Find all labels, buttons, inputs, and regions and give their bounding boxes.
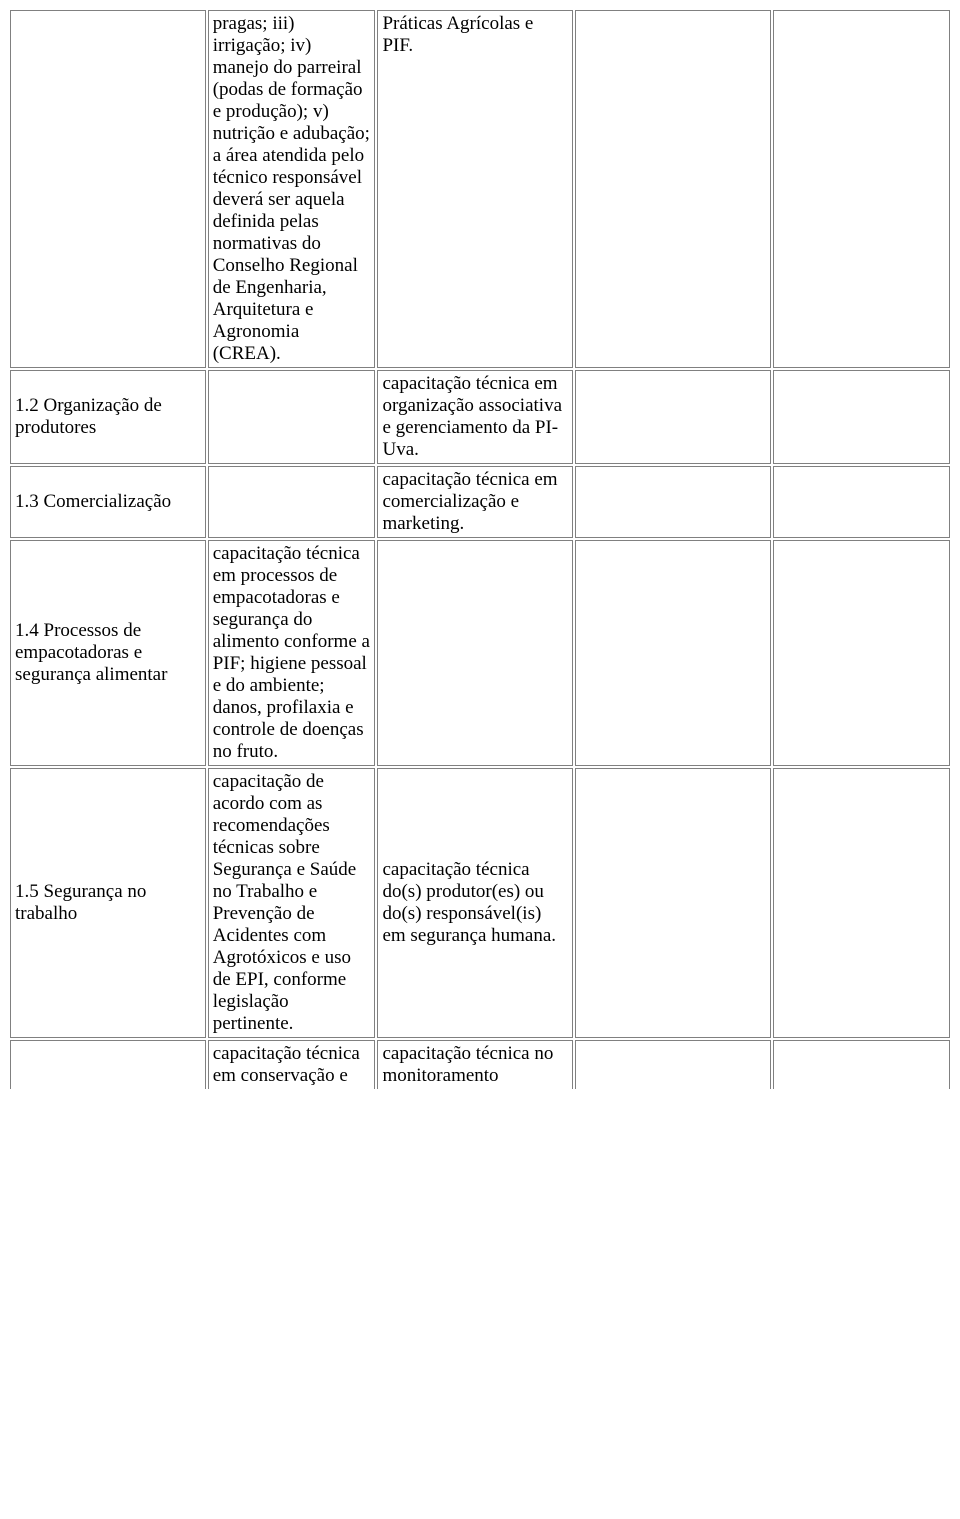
table-cell — [773, 466, 950, 538]
table-cell: capacitação técnica do(s) produtor(es) o… — [377, 768, 573, 1038]
table-cell — [10, 10, 206, 368]
table-cell: Práticas Agrícolas e PIF. — [377, 10, 573, 368]
table-cell — [575, 540, 771, 766]
data-table: pragas; iii) irrigação; iv) manejo do pa… — [8, 8, 952, 1091]
table-body: pragas; iii) irrigação; iv) manejo do pa… — [10, 10, 950, 1089]
table-cell: capacitação técnica em processos de empa… — [208, 540, 376, 766]
table-cell: 1.5 Segurança no trabalho — [10, 768, 206, 1038]
table-cell — [208, 370, 376, 464]
table-cell — [773, 10, 950, 368]
table-row: 1.2 Organização de produtores capacitação… — [10, 370, 950, 464]
table-cell: 1.2 Organização de produtores — [10, 370, 206, 464]
table-cell — [575, 370, 771, 464]
table-cell: capacitação técnica em organização assoc… — [377, 370, 573, 464]
table-cell — [575, 466, 771, 538]
table-cell — [575, 1040, 771, 1089]
table-cell — [208, 466, 376, 538]
table-cell: 1.3 Comercialização — [10, 466, 206, 538]
table-cell — [377, 540, 573, 766]
table-cell — [773, 1040, 950, 1089]
table-cell — [10, 1040, 206, 1089]
table-cell: pragas; iii) irrigação; iv) manejo do pa… — [208, 10, 376, 368]
table-row: 1.5 Segurança no trabalhocapacitação de … — [10, 768, 950, 1038]
table-row: capacitação técnica em conservação ecapa… — [10, 1040, 950, 1089]
table-row: 1.3 Comercialização capacitação técnica e… — [10, 466, 950, 538]
table-row: pragas; iii) irrigação; iv) manejo do pa… — [10, 10, 950, 368]
table-cell — [575, 768, 771, 1038]
table-cell: capacitação de acordo com as recomendaçõ… — [208, 768, 376, 1038]
table-cell: capacitação técnica no monitoramento — [377, 1040, 573, 1089]
table-cell: capacitação técnica em comercialização e… — [377, 466, 573, 538]
table-cell — [773, 768, 950, 1038]
table-cell — [773, 540, 950, 766]
table-cell: capacitação técnica em conservação e — [208, 1040, 376, 1089]
table-cell — [575, 10, 771, 368]
table-cell — [773, 370, 950, 464]
table-cell: 1.4 Processos de empacotadoras e seguran… — [10, 540, 206, 766]
table-row: 1.4 Processos de empacotadoras e seguran… — [10, 540, 950, 766]
